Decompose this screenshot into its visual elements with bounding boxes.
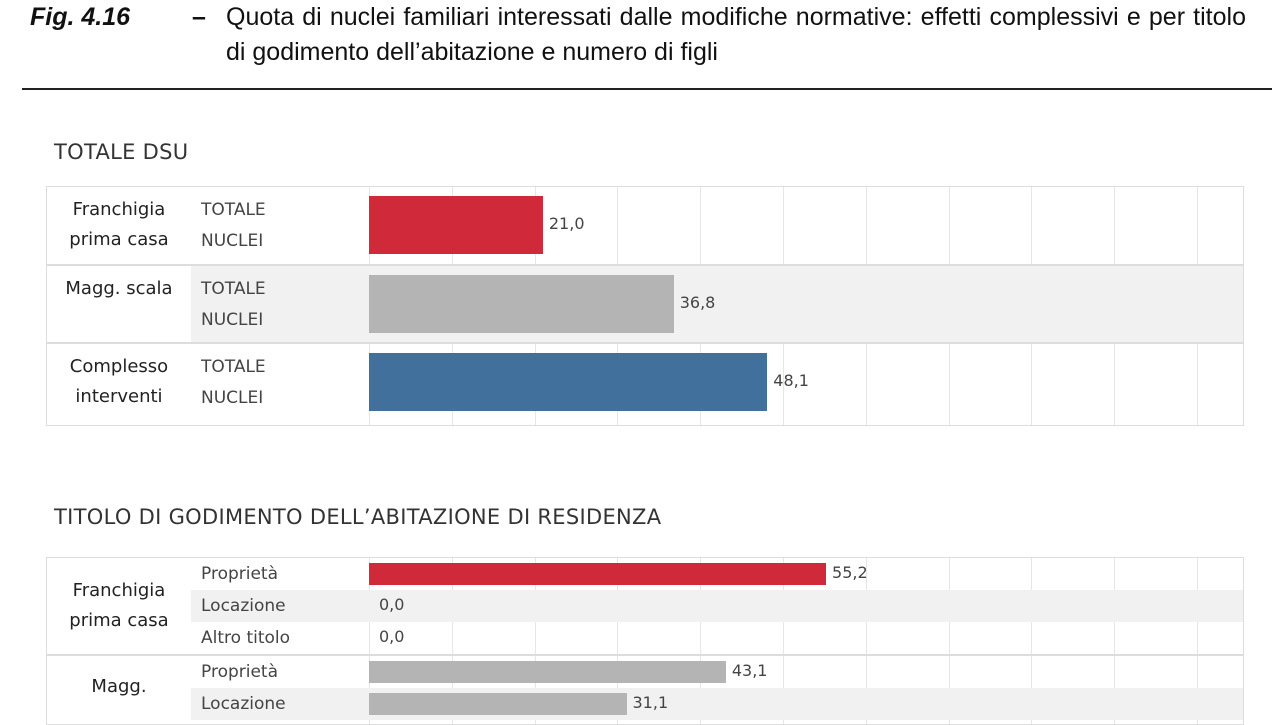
row-label: Altro titolo [201, 628, 291, 648]
row-label: Locazione [201, 596, 286, 616]
group-separator [47, 654, 1243, 656]
row-label: Proprietà [201, 662, 279, 682]
value-label: 55,2 [832, 563, 868, 582]
chart-table: TOTALE NUCLEI 21,0 Franchigia prima casa TO… [46, 186, 1244, 426]
row-band [191, 265, 1243, 342]
gridline [948, 558, 950, 724]
value-label: 0,0 [379, 627, 405, 646]
row-label: Locazione [201, 694, 286, 714]
bar [369, 661, 726, 683]
bar [369, 274, 674, 333]
group-label: Magg. scala [65, 277, 173, 299]
row-band [191, 688, 1243, 720]
row-label: Proprietà [201, 564, 279, 584]
bar [369, 196, 543, 255]
chart-table: Proprietà 55,2 Locazione 0,0 Altro titolo 0,0… [46, 557, 1244, 725]
value-label: 21,0 [548, 214, 585, 234]
row-label: TOTALE NUCLEI [201, 357, 266, 408]
group-label: Franchigia prima casa [69, 580, 169, 631]
group-label: Magg. [91, 676, 147, 697]
value-label: 31,1 [632, 693, 669, 712]
row-band [191, 590, 1243, 622]
row-label: TOTALE NUCLEI [201, 200, 266, 251]
value-label: 36,8 [679, 292, 716, 312]
gridline [534, 558, 536, 724]
gridline [369, 558, 370, 724]
chart-title: TOTALE DSU [54, 140, 189, 164]
figure-title: Quota di nuclei familiari interessati da… [226, 3, 1246, 66]
gridline [700, 558, 702, 724]
gridline [1197, 558, 1198, 724]
value-label: 43,1 [731, 661, 768, 680]
bar [369, 563, 827, 585]
gridline [1031, 558, 1033, 724]
group-separator [47, 342, 1243, 344]
group-separator [47, 263, 1243, 266]
group-label: Complesso interventi [69, 356, 169, 408]
bar [369, 693, 627, 715]
gridline [1114, 558, 1116, 724]
group-label: Franchigia prima casa [69, 199, 169, 251]
gridline [617, 558, 619, 724]
caption-dash: – [192, 3, 206, 31]
gridline [865, 558, 867, 724]
value-label: 48,1 [773, 371, 809, 391]
row-label: TOTALE NUCLEI [201, 278, 266, 330]
value-label: 0,0 [379, 595, 405, 614]
chart-title: TITOLO DI GODIMENTO DELL’ABITAZIONE DI R… [54, 505, 662, 529]
gridline [451, 558, 453, 724]
bar [369, 353, 768, 412]
gridline [783, 558, 784, 724]
figure-number: Fig. 4.16 [30, 3, 131, 31]
header-rule [22, 88, 1272, 90]
